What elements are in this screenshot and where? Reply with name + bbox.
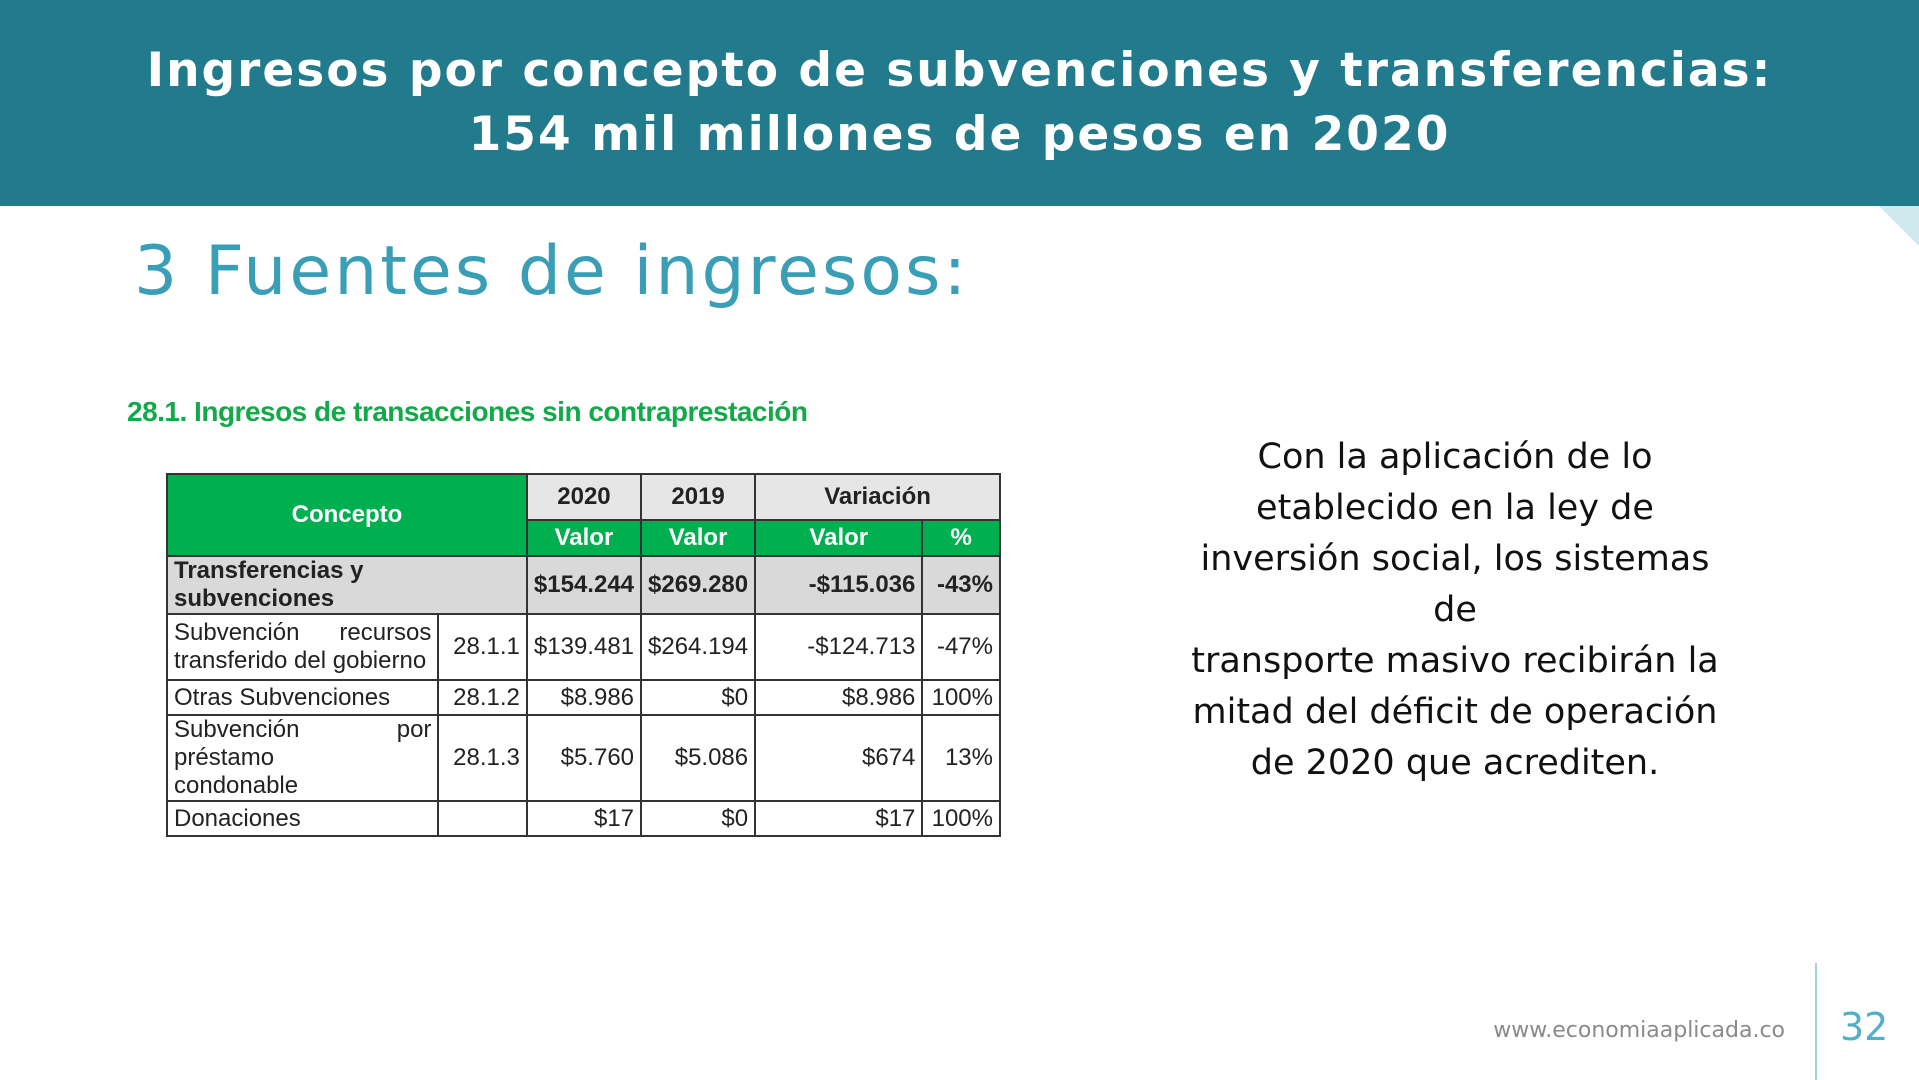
explanatory-line-6: de 2020 que acrediten.: [1250, 743, 1660, 783]
row-concept-label: Donaciones: [165, 800, 440, 837]
explanatory-line-4: transporte masivo recibirán la: [1191, 641, 1719, 681]
table-row: Otras Subvenciones 28.1.2 $8.986 $0 $8.9…: [165, 679, 1001, 716]
footer-divider: [1815, 963, 1817, 1080]
row-concept-label: Subvención recursos transferido del gobi…: [165, 613, 440, 681]
subheader-valor-2020: Valor: [525, 519, 643, 557]
row-2020: $139.481: [525, 613, 643, 681]
row-code: [437, 800, 528, 837]
section-subtitle: 3 Fuentes de ingresos:: [134, 232, 970, 311]
row-label-part-a: Subvención recursos: [174, 619, 432, 646]
table-total-row: Transferencias y subvenciones $154.244 $…: [166, 555, 1001, 615]
total-variacion: -$115.036: [754, 555, 924, 615]
total-label: Transferencias y subvenciones: [166, 555, 528, 615]
table-header-row: Concepto 2020 2019 Variación: [166, 473, 1001, 557]
footer-website: www.economiaaplicada.co: [1493, 1018, 1785, 1043]
header-concepto: Concepto: [166, 473, 528, 557]
row-pct: 100%: [921, 679, 1001, 716]
row-2019: $0: [640, 800, 757, 837]
explanatory-text: Con la aplicación de lo etablecido en la…: [1185, 432, 1725, 789]
row-pct: 100%: [921, 800, 1001, 837]
slide-title-line-1: Ingresos por concepto de subvenciones y …: [146, 43, 1773, 98]
row-pct: 13%: [921, 714, 1001, 802]
row-variacion: $674: [754, 714, 924, 802]
row-2019: $0: [640, 679, 757, 716]
header-year-2020: 2020: [525, 473, 643, 521]
table-caption: 28.1. Ingresos de transacciones sin cont…: [127, 396, 808, 427]
header-year-2019: 2019: [640, 473, 757, 521]
row-concept-label: Otras Subvenciones: [165, 679, 440, 716]
row-pct: -47%: [921, 613, 1001, 681]
row-code: 28.1.2: [437, 679, 528, 716]
subheader-valor-2019: Valor: [640, 519, 757, 557]
explanatory-line-3: inversión social, los sistemas de: [1200, 539, 1710, 630]
row-code: 28.1.1: [437, 613, 528, 681]
explanatory-line-5: mitad del déficit de operación: [1192, 692, 1718, 732]
total-2020: $154.244: [525, 555, 643, 615]
slide-header: Ingresos por concepto de subvenciones y …: [0, 0, 1919, 206]
row-label-part-b: condonable: [174, 772, 299, 799]
row-label-part-a: Subvención por préstamo: [174, 716, 432, 771]
subheader-pct: %: [921, 519, 1001, 557]
row-2020: $8.986: [525, 679, 643, 716]
table-row: Subvención recursos transferido del gobi…: [165, 613, 1001, 681]
explanatory-line-2: etablecido en la ley de: [1256, 488, 1654, 528]
table-row: Subvención por préstamo condonable 28.1.…: [165, 714, 1001, 802]
table-row: Donaciones $17 $0 $17 100%: [165, 800, 1001, 837]
table-subheader-row: Valor Valor Valor %: [167, 519, 1001, 557]
slide-title-line-2: 154 mil millones de pesos en 2020: [468, 107, 1451, 162]
total-2019: $269.280: [640, 555, 757, 615]
row-concept-label: Subvención por préstamo condonable: [165, 714, 440, 802]
header-variacion: Variación: [754, 473, 1001, 521]
row-2019: $5.086: [640, 714, 757, 802]
row-2019: $264.194: [640, 613, 757, 681]
row-code: 28.1.3: [437, 714, 528, 802]
explanatory-line-1: Con la aplicación de lo: [1257, 437, 1653, 477]
row-variacion: $8.986: [754, 679, 924, 716]
row-label-part-b: transferido del gobierno: [174, 647, 427, 674]
row-2020: $17: [525, 800, 643, 837]
page-number: 32: [1840, 1005, 1889, 1049]
row-variacion: $17: [754, 800, 924, 837]
subheader-valor-variacion: Valor: [754, 519, 924, 557]
total-pct: -43%: [921, 555, 1001, 615]
row-variacion: -$124.713: [754, 613, 924, 681]
corner-decoration: [1879, 206, 1919, 246]
row-2020: $5.760: [525, 714, 643, 802]
income-table: Concepto 2020 2019 Variación Valor Valor…: [165, 473, 1001, 837]
